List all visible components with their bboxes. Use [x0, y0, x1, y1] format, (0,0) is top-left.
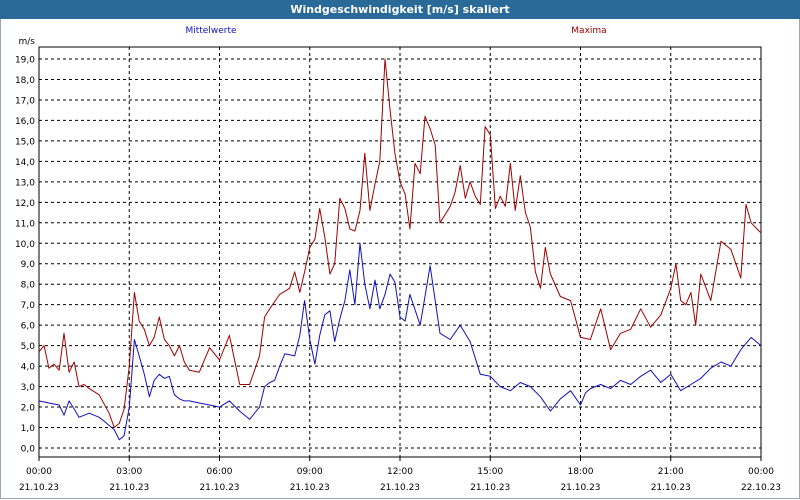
- y-tick-label: 0,0: [21, 445, 36, 455]
- y-tick-label: 4,0: [21, 363, 36, 373]
- y-tick-label: 10,0: [15, 240, 35, 250]
- series-line-max: [38, 58, 762, 428]
- y-tick-label: 13,0: [15, 178, 35, 188]
- y-tick-label: 14,0: [15, 158, 35, 168]
- y-tick-label: 1,0: [21, 424, 36, 434]
- y-tick-label: 18,0: [15, 76, 35, 86]
- y-tick-label: 5,0: [21, 342, 36, 352]
- y-tick-label: 7,0: [21, 301, 36, 311]
- y-tick-label: 6,0: [21, 322, 36, 332]
- x-tick-date: 21.10.23: [380, 483, 420, 493]
- chart-title: Windgeschwindigkeit [m/s] skaliert: [0, 0, 800, 19]
- line-chart: 0,0 1,0 2,0 3,0 4,0 5,0 6,0 7,0 8,0 9,0 10,0 11,0 12…: [15, 26, 781, 493]
- y-tick-label: 12,0: [15, 199, 35, 209]
- y-tick-label: 9,0: [21, 260, 36, 270]
- x-tick-time: 12:00: [387, 467, 413, 477]
- y-tick-label: 19,0: [15, 56, 35, 66]
- x-tick-date: 21.10.23: [560, 483, 600, 493]
- y-tick-label: 16,0: [15, 117, 35, 127]
- x-tick-date: 21.10.23: [290, 483, 330, 493]
- x-tick-time: 21:00: [658, 467, 684, 477]
- series-line-mean: [38, 242, 762, 441]
- y-tick-label: 3,0: [21, 383, 36, 393]
- legend-max: Maxima: [571, 26, 606, 36]
- x-tick-date: 21.10.23: [199, 483, 239, 493]
- x-tick-date: 21.10.23: [470, 483, 510, 493]
- y-tick-label: 2,0: [21, 404, 36, 414]
- legend-mean: Mittelwerte: [185, 26, 236, 36]
- x-tick-time: 00:00: [748, 467, 774, 477]
- y-tick-label: 17,0: [15, 96, 35, 106]
- x-tick-date: 21.10.23: [651, 483, 691, 493]
- x-tick-date: 22.10.23: [741, 483, 781, 493]
- x-tick-date: 21.10.23: [19, 483, 59, 493]
- x-tick-time: 03:00: [116, 467, 142, 477]
- x-tick-time: 06:00: [207, 467, 233, 477]
- x-tick-time: 00:00: [26, 467, 52, 477]
- y-tick-label: 15,0: [15, 137, 35, 147]
- x-tick-time: 18:00: [568, 467, 594, 477]
- chart-frame: 0,0 1,0 2,0 3,0 4,0 5,0 6,0 7,0 8,0 9,0 10,0 11,0 12…: [0, 19, 800, 499]
- x-tick-date: 21.10.23: [109, 483, 149, 493]
- y-tick-label: 8,0: [21, 281, 36, 291]
- x-tick-time: 15:00: [477, 467, 503, 477]
- y-axis-unit: m/s: [19, 37, 36, 47]
- y-tick-label: 11,0: [15, 219, 35, 229]
- x-tick-time: 09:00: [297, 467, 323, 477]
